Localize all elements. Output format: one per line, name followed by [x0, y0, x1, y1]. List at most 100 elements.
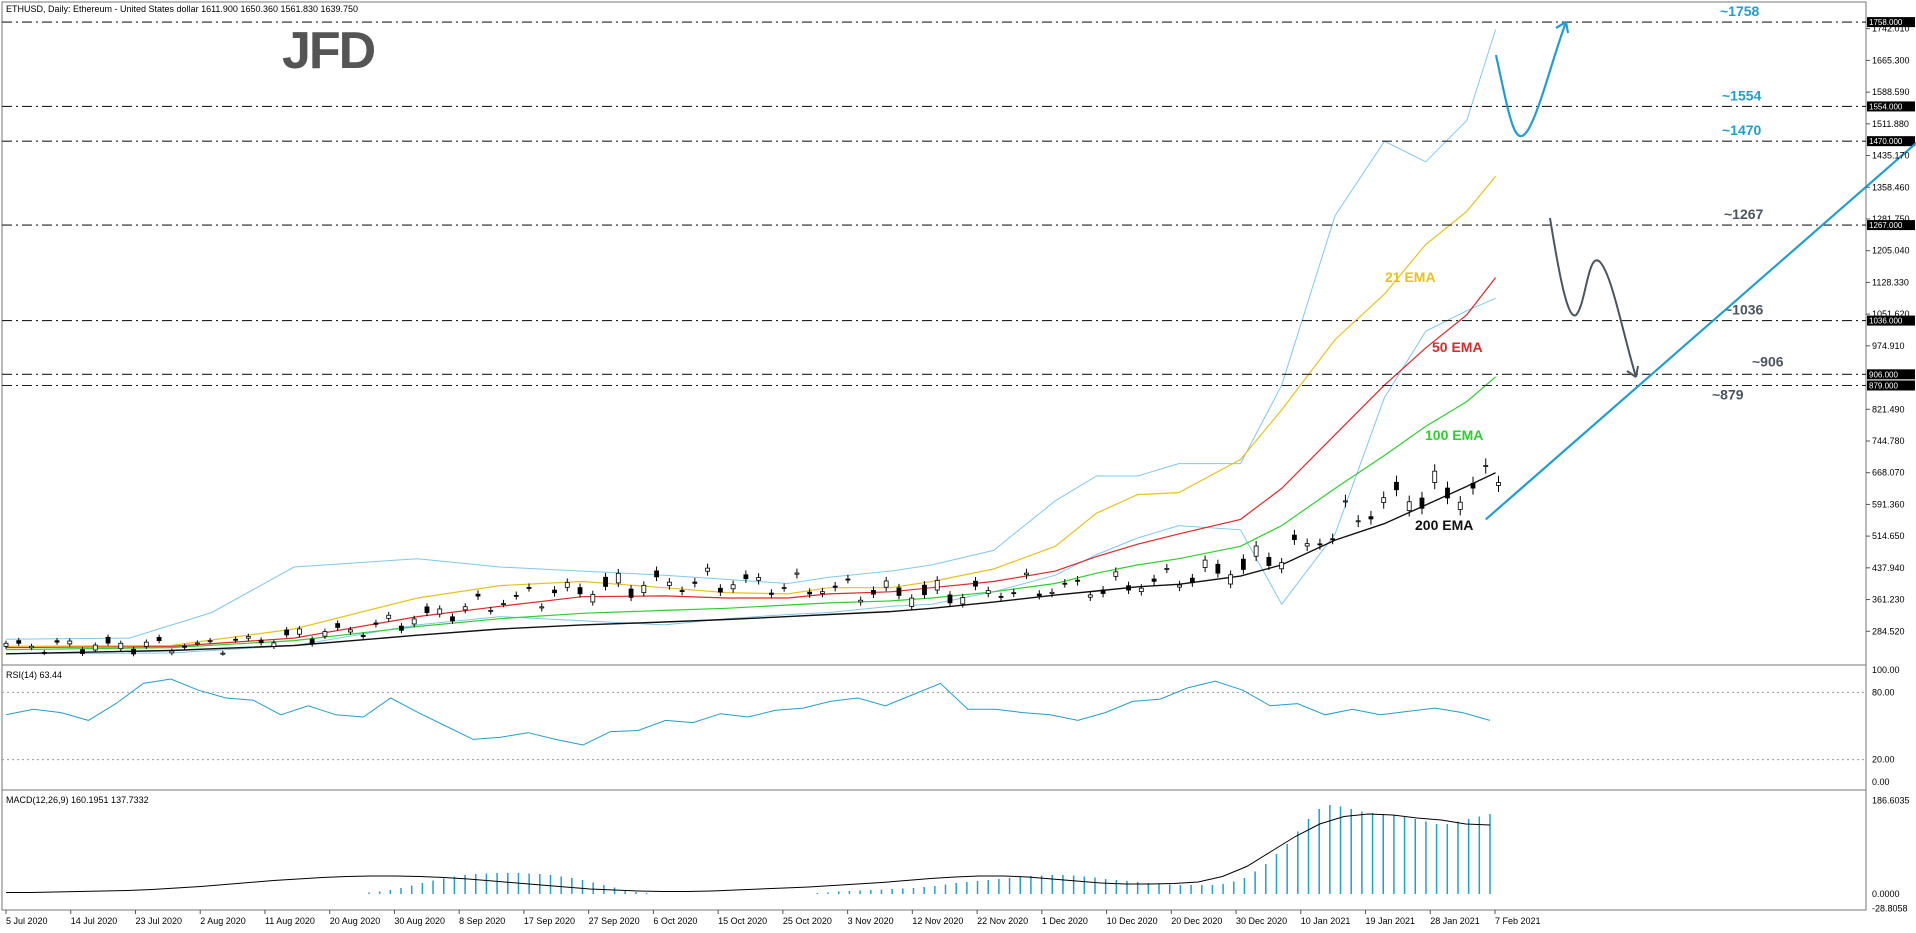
rsi-axis-label: 100.00: [1872, 665, 1900, 675]
candle-body: [1024, 572, 1029, 576]
candle-body: [1470, 482, 1476, 489]
date-label: 25 Oct 2020: [783, 916, 832, 926]
candle-body: [820, 591, 825, 594]
price-tag-text: 1267.000: [1869, 221, 1903, 230]
candle-body: [1087, 594, 1093, 598]
candle-body: [1496, 482, 1501, 486]
candle-body: [998, 596, 1004, 598]
candle-body: [985, 590, 991, 594]
macd-axis-label: 186.6035: [1872, 796, 1910, 806]
candle-body: [475, 593, 481, 597]
candle-body: [437, 608, 443, 615]
date-label: 20 Dec 2020: [1171, 916, 1222, 926]
date-label: 10 Dec 2020: [1107, 916, 1158, 926]
candle-body: [335, 623, 341, 628]
candle-body: [1011, 592, 1017, 595]
date-label: 22 Nov 2020: [977, 916, 1028, 926]
price-tag-box: [1867, 369, 1915, 380]
candle-body: [360, 635, 366, 637]
price-tag-box: [1867, 136, 1915, 147]
candle-body: [960, 597, 966, 605]
candle-body: [309, 638, 315, 645]
date-label: 6 Oct 2020: [653, 916, 697, 926]
macd-axis-label: 0.0000: [1872, 889, 1900, 899]
candle-body: [666, 581, 672, 586]
price-tick-label: 1205.040: [1872, 246, 1910, 256]
candle-body: [615, 572, 621, 584]
price-tag-text: 1758.000: [1869, 18, 1903, 27]
candle-body: [743, 574, 749, 580]
candle-body: [1075, 579, 1080, 582]
candle-body: [539, 606, 545, 609]
price-tag-box: [1867, 315, 1915, 326]
candle-body: [1113, 571, 1119, 577]
price-tick-label: 1051.620: [1872, 309, 1910, 319]
rsi-line: [5, 678, 1491, 746]
candle-body: [1062, 582, 1068, 585]
candle-body: [322, 631, 328, 637]
candle-body: [717, 587, 723, 593]
price-tag-text: 1470.000: [1869, 137, 1903, 146]
price-tag-box: [1867, 17, 1915, 28]
price-tick-label: 284.520: [1872, 626, 1905, 636]
candle-body: [1240, 558, 1246, 570]
price-tick-label: 591.360: [1872, 499, 1905, 509]
candle-body: [462, 606, 468, 611]
candle-body: [143, 641, 149, 647]
candle-body: [220, 652, 226, 655]
candle-body: [807, 591, 813, 595]
candle-body: [348, 629, 353, 633]
candle-body: [1381, 497, 1387, 503]
candle-body: [858, 599, 864, 603]
rsi-axis-label: 80.00: [1872, 687, 1895, 697]
candle-body: [284, 629, 290, 636]
candle-body: [909, 597, 915, 607]
date-label: 28 Jan 2021: [1430, 916, 1480, 926]
candle-body: [1483, 465, 1489, 467]
candle-body: [1126, 585, 1131, 591]
candle-body: [1049, 591, 1055, 594]
ema-21-line: [5, 175, 1497, 648]
candle-body: [781, 587, 787, 589]
candle-body: [871, 589, 876, 595]
candle-body: [513, 594, 519, 597]
candle-body: [1279, 562, 1285, 570]
arrow-head-icon: [1555, 21, 1570, 34]
candle-body: [488, 610, 494, 612]
price-tick-label: 437.940: [1872, 563, 1905, 573]
date-label: 12 Nov 2020: [912, 916, 963, 926]
date-label: 30 Aug 2020: [394, 916, 445, 926]
candle-body: [411, 618, 417, 625]
candle-body: [705, 567, 711, 572]
candle-body: [1292, 534, 1297, 541]
candle-body: [1304, 543, 1310, 547]
candle-body: [1317, 543, 1323, 546]
price-tag-text: 879.000: [1869, 381, 1898, 390]
candle-body: [1445, 487, 1450, 499]
candle-body: [1368, 516, 1374, 520]
candle-body: [1177, 584, 1182, 588]
macd-signal-line: [6, 813, 1491, 893]
price-tag-box: [1867, 101, 1915, 112]
bollinger-upper-band: [5, 29, 1497, 640]
candle-body: [883, 580, 889, 588]
candle-body: [1100, 589, 1106, 594]
candle-body: [1457, 501, 1463, 510]
candle-body: [845, 578, 851, 581]
symbol-info: ETHUSD, Daily: Ethereum - United States …: [6, 4, 358, 14]
candle-body: [29, 645, 34, 649]
level-label: ~1758: [1720, 3, 1760, 19]
candle-body: [564, 582, 570, 588]
date-label: 14 Jul 2020: [71, 916, 118, 926]
candle-body: [1343, 500, 1348, 503]
level-label: ~879: [1712, 386, 1744, 402]
ema-50-line: [5, 277, 1497, 649]
candle-body: [1266, 557, 1272, 566]
bullish-scenario-path: [1494, 21, 1568, 138]
candle-body: [271, 642, 277, 647]
candle-body: [182, 645, 187, 648]
candle-body: [233, 638, 239, 641]
candle-body: [768, 592, 774, 595]
price-tick-label: 514.650: [1872, 531, 1905, 541]
